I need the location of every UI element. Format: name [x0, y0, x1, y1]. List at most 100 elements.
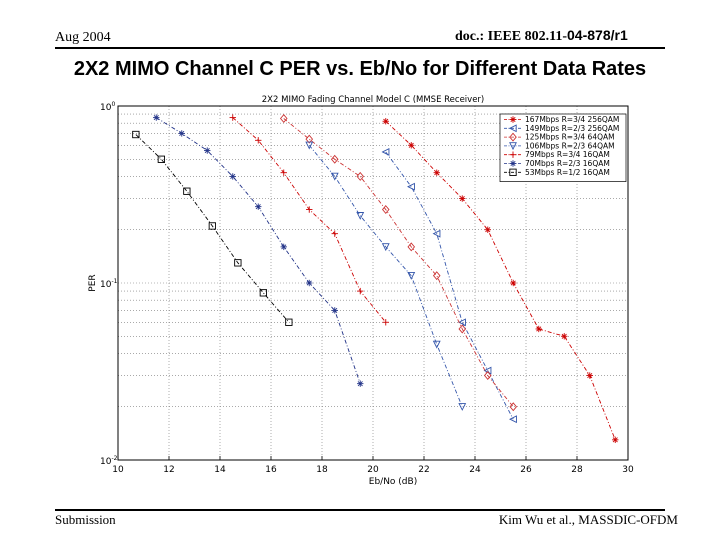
legend-entry: 125Mbps R=3/4 64QAM — [504, 133, 615, 142]
marker-triangle-left — [407, 182, 415, 191]
marker-triangle-down — [458, 403, 467, 411]
legend-label: 106Mbps R=2/3 64QAM — [525, 141, 615, 150]
legend-label: 70Mbps R=2/3 16QAM — [525, 159, 610, 168]
data-point — [510, 279, 517, 287]
header-date: Aug 2004 — [55, 30, 111, 45]
marker-diamond — [407, 242, 416, 252]
marker-star-d2 — [357, 381, 363, 387]
data-point — [432, 229, 441, 238]
y-tick-base: 10 — [100, 457, 112, 467]
legend-marker — [509, 168, 517, 176]
marker-diamond — [432, 271, 441, 281]
data-point — [561, 333, 568, 340]
marker-square — [509, 168, 517, 176]
legend-marker — [509, 116, 517, 123]
data-point — [433, 169, 440, 176]
data-point — [357, 380, 364, 387]
x-tick-label: 28 — [571, 465, 583, 475]
legend-label: 149Mbps R=2/3 256QAM — [525, 124, 619, 133]
data-point — [382, 319, 389, 326]
data-point — [285, 318, 293, 326]
marker-diamond — [509, 402, 518, 412]
header-doc-number: 04-878/r1 — [567, 27, 628, 43]
data-point — [509, 415, 517, 424]
marker-star-d2 — [230, 173, 236, 179]
data-point — [255, 203, 262, 210]
data-point — [280, 243, 287, 251]
legend-marker — [509, 151, 517, 158]
data-point — [229, 114, 236, 121]
data-point — [132, 130, 140, 139]
marker-triangle-down — [407, 272, 416, 280]
x-tick-label: 30 — [622, 465, 634, 475]
marker-star-d2 — [281, 244, 287, 250]
y-tick-exponent: -1 — [111, 278, 117, 285]
marker-star-d2 — [612, 437, 618, 443]
marker-diamond — [381, 205, 390, 215]
marker-star-d2 — [587, 372, 593, 379]
marker-star-d2 — [408, 142, 414, 148]
y-tick-base: 10 — [100, 103, 112, 113]
marker-star-d2 — [332, 307, 338, 313]
y-tick-exponent: -2 — [111, 455, 117, 462]
header-doc-id: doc.: IEEE 802.11-04-878/r1 — [455, 27, 628, 45]
legend-entry: 149Mbps R=2/3 256QAM — [504, 124, 619, 133]
marker-triangle-down — [381, 243, 390, 252]
marker-triangle-down — [509, 142, 517, 151]
marker-diamond — [330, 154, 339, 164]
series-5 — [153, 114, 364, 387]
data-point — [331, 307, 338, 314]
series-4 — [229, 114, 389, 326]
marker-triangle-down — [432, 340, 441, 349]
marker-star-d2 — [255, 204, 261, 210]
data-point — [255, 137, 262, 144]
x-tick-label: 16 — [265, 465, 277, 475]
data-point — [305, 134, 314, 144]
data-point — [357, 287, 364, 295]
data-point — [331, 230, 338, 237]
data-point — [381, 243, 390, 252]
series-0 — [382, 118, 619, 444]
data-point — [356, 212, 365, 220]
marker-square — [285, 318, 293, 326]
header-doc-prefix: doc.: IEEE 802.11- — [455, 29, 568, 44]
marker-star-d2 — [510, 280, 516, 286]
data-point — [484, 226, 491, 233]
marker-diamond — [458, 324, 467, 334]
data-point — [259, 289, 267, 297]
series-line — [283, 118, 514, 408]
marker-square — [208, 222, 216, 230]
data-point — [458, 318, 466, 327]
legend-label: 167Mbps R=3/4 256QAM — [525, 115, 619, 124]
marker-triangle-left — [381, 148, 390, 156]
data-point — [381, 205, 390, 215]
marker-triangle-left — [508, 124, 517, 133]
series-layer — [132, 113, 619, 444]
data-point — [183, 187, 191, 195]
legend-marker — [509, 132, 517, 142]
data-point — [408, 142, 415, 149]
data-point — [381, 148, 390, 156]
marker-star-d2 — [153, 115, 159, 121]
data-point — [279, 113, 288, 123]
marker-triangle-down — [356, 212, 365, 220]
data-point — [586, 372, 593, 379]
x-tick-label: 26 — [520, 465, 532, 475]
data-point — [407, 242, 416, 252]
marker-star-d2 — [434, 170, 440, 176]
legend-entry: 70Mbps R=2/3 16QAM — [504, 159, 610, 168]
marker-star-d2 — [306, 280, 312, 286]
series-1 — [381, 148, 517, 424]
marker-diamond — [279, 113, 288, 123]
data-point — [356, 171, 365, 181]
data-point — [208, 222, 216, 230]
data-point — [458, 324, 467, 334]
legend-label: 79Mbps R=3/4 16QAM — [525, 150, 610, 159]
series-6 — [132, 130, 293, 326]
marker-star-d2 — [383, 118, 389, 124]
x-tick-label: 22 — [418, 465, 429, 475]
marker-star-d2 — [179, 130, 185, 136]
data-point — [306, 279, 313, 287]
marker-diamond — [509, 132, 517, 142]
